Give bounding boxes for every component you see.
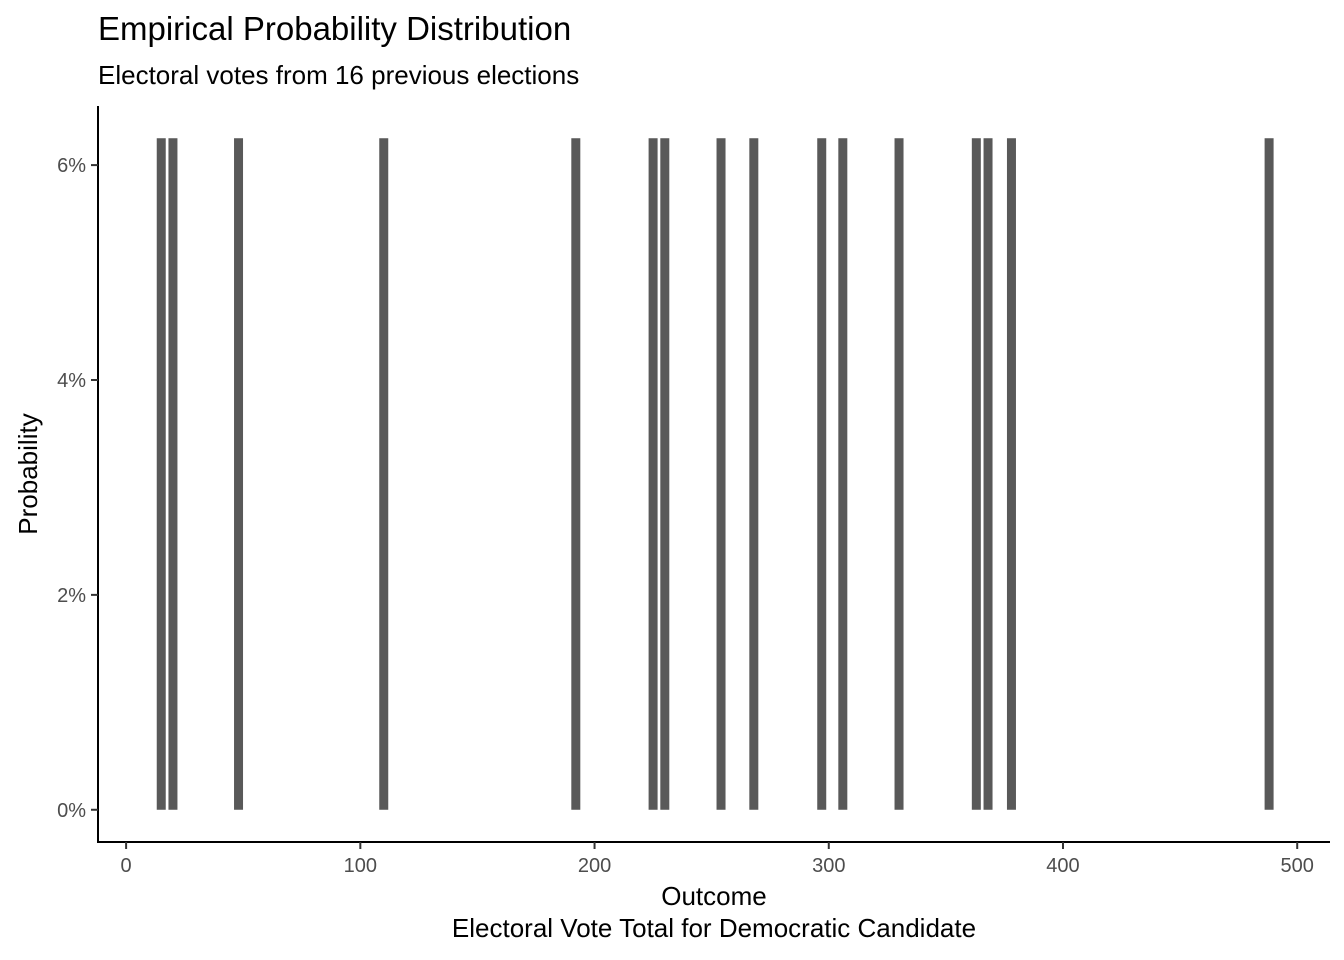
bars-group bbox=[156, 138, 1274, 810]
x-axis-title: Outcome bbox=[661, 881, 767, 911]
x-tick-label: 300 bbox=[812, 855, 845, 877]
y-tick-label: 4% bbox=[57, 370, 86, 392]
x-tick-label: 0 bbox=[121, 855, 132, 877]
bar-368 bbox=[983, 138, 993, 810]
bar-225 bbox=[648, 138, 658, 810]
y-tick-label: 6% bbox=[57, 155, 86, 177]
y-ticks-group: 0% 2% 4% 6% bbox=[57, 155, 98, 822]
x-tick-label: 200 bbox=[578, 855, 611, 877]
y-tick-label: 0% bbox=[57, 800, 86, 822]
bar-48 bbox=[234, 138, 244, 810]
bar-306 bbox=[838, 138, 848, 810]
y-tick-label: 2% bbox=[57, 585, 86, 607]
x-tick-label: 100 bbox=[344, 855, 377, 877]
bar-488 bbox=[1264, 138, 1274, 810]
bar-363 bbox=[971, 138, 981, 810]
x-tick-label: 500 bbox=[1281, 855, 1314, 877]
bar-297 bbox=[817, 138, 827, 810]
bar-192 bbox=[571, 138, 581, 810]
bar-330 bbox=[894, 138, 904, 810]
y-axis-title: Probability bbox=[13, 413, 43, 534]
chart-title: Empirical Probability Distribution bbox=[98, 10, 571, 47]
bar-15 bbox=[156, 138, 166, 810]
bar-20 bbox=[168, 138, 178, 810]
x-tick-label: 400 bbox=[1046, 855, 1079, 877]
bar-268 bbox=[749, 138, 759, 810]
bar-230 bbox=[660, 138, 670, 810]
chart-subtitle: Electoral votes from 16 previous electio… bbox=[98, 60, 579, 90]
x-ticks-group: 0 100 200 300 400 500 bbox=[121, 842, 1314, 877]
bar-254 bbox=[716, 138, 726, 810]
bar-110 bbox=[379, 138, 389, 810]
bar-378 bbox=[1006, 138, 1016, 810]
x-axis-subtitle: Electoral Vote Total for Democratic Cand… bbox=[452, 913, 976, 943]
